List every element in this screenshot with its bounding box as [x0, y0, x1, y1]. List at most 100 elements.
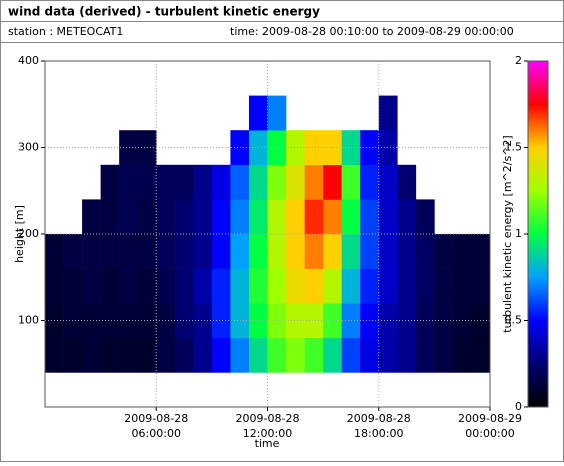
y-tick-label: 200	[18, 227, 39, 240]
heat-cell	[137, 337, 157, 373]
colorbar-tick-label: 0.5	[505, 314, 523, 327]
heat-cell	[286, 337, 305, 373]
heat-cell	[304, 268, 324, 304]
station-label: station : METEOCAT1	[8, 25, 123, 38]
time-range-label: time: 2009-08-28 00:10:00 to 2009-08-29 …	[230, 25, 514, 38]
heat-cell	[45, 234, 64, 269]
heat-cell	[137, 268, 157, 304]
y-tick-label: 100	[18, 314, 39, 327]
heat-cell	[378, 337, 398, 373]
heat-cell	[248, 268, 268, 304]
colorbar	[527, 60, 549, 408]
heat-cell	[323, 199, 342, 235]
heat-cell	[174, 303, 194, 339]
y-tick-label: 300	[18, 141, 39, 154]
heat-cell	[248, 95, 268, 131]
heat-cell	[248, 164, 268, 200]
heat-cell	[323, 234, 342, 269]
heat-cell	[248, 337, 268, 373]
heat-cell	[156, 268, 176, 304]
heat-cell	[378, 130, 398, 166]
heat-cell	[156, 337, 176, 373]
heat-cell	[378, 268, 398, 304]
heat-cell	[397, 199, 417, 235]
colorbar-label: turbulent kinetic energy [m^2/s^2]	[501, 135, 514, 332]
heat-cell	[137, 234, 157, 269]
heat-cell	[230, 199, 250, 235]
heat-cell	[267, 337, 287, 373]
heat-cell	[415, 337, 435, 373]
heat-cell	[248, 199, 268, 235]
heat-cell	[230, 268, 250, 304]
heat-cell	[304, 199, 324, 235]
heat-cell	[193, 303, 213, 339]
heat-cell	[119, 234, 139, 269]
heat-cell	[378, 234, 398, 269]
heat-cell	[230, 164, 250, 200]
heat-cell	[267, 268, 287, 304]
heat-cell	[45, 268, 64, 304]
heat-cell	[63, 337, 83, 373]
heat-cell	[397, 337, 417, 373]
heat-cell	[119, 337, 139, 373]
plot-border	[44, 60, 491, 408]
heat-cell	[434, 303, 454, 339]
x-tick-label: 2009-08-28 06:00:00	[124, 412, 188, 440]
heat-cell	[100, 303, 120, 339]
heat-cell	[341, 234, 361, 269]
heat-cell	[230, 234, 250, 269]
heat-cell	[193, 268, 213, 304]
heat-cell	[323, 337, 342, 373]
heat-cell	[100, 337, 120, 373]
heat-cell	[360, 164, 380, 200]
heat-cell	[211, 199, 231, 235]
heat-cell	[304, 130, 324, 166]
heat-cell	[267, 95, 287, 131]
heat-cell	[267, 164, 287, 200]
heat-cell	[82, 199, 101, 235]
heat-cell	[211, 303, 231, 339]
heat-cell	[45, 337, 64, 373]
heat-cell	[323, 303, 342, 339]
heat-cell	[452, 337, 472, 373]
heat-cell	[360, 268, 380, 304]
heat-cell	[397, 234, 417, 269]
heat-cell	[230, 303, 250, 339]
heat-cell	[230, 130, 250, 166]
heat-cell	[211, 337, 231, 373]
heat-cell	[100, 164, 120, 200]
heat-cell	[471, 268, 491, 304]
heat-cell	[378, 199, 398, 235]
heat-cell	[119, 164, 139, 200]
x-tick-label: 2009-08-28 12:00:00	[236, 412, 300, 440]
heat-cell	[397, 268, 417, 304]
heat-cell	[119, 303, 139, 339]
heat-cell	[415, 234, 435, 269]
heat-cell	[174, 164, 194, 200]
heat-cell	[137, 199, 157, 235]
heat-cell	[378, 95, 398, 131]
heat-cell	[211, 268, 231, 304]
heat-cell	[360, 337, 380, 373]
heat-cell	[360, 199, 380, 235]
heat-cell	[286, 164, 305, 200]
heat-cell	[156, 164, 176, 200]
heat-cell	[434, 268, 454, 304]
heat-cell	[119, 268, 139, 304]
heat-cell	[286, 268, 305, 304]
y-axis-label: height [m]	[13, 205, 26, 263]
heat-cell	[174, 337, 194, 373]
x-tick-label: 2009-08-29 00:00:00	[458, 412, 522, 440]
heat-cell	[193, 337, 213, 373]
heat-cell	[211, 164, 231, 200]
heat-cell	[341, 337, 361, 373]
heat-cell	[471, 337, 491, 373]
heat-cell	[378, 164, 398, 200]
heat-cell	[304, 164, 324, 200]
colorbar-tick-label: 1	[515, 227, 522, 240]
heat-cell	[174, 199, 194, 235]
x-axis-label: time	[255, 437, 280, 450]
heat-cell	[119, 199, 139, 235]
colorbar-tick-label: 2	[515, 54, 522, 67]
heat-cell	[452, 268, 472, 304]
